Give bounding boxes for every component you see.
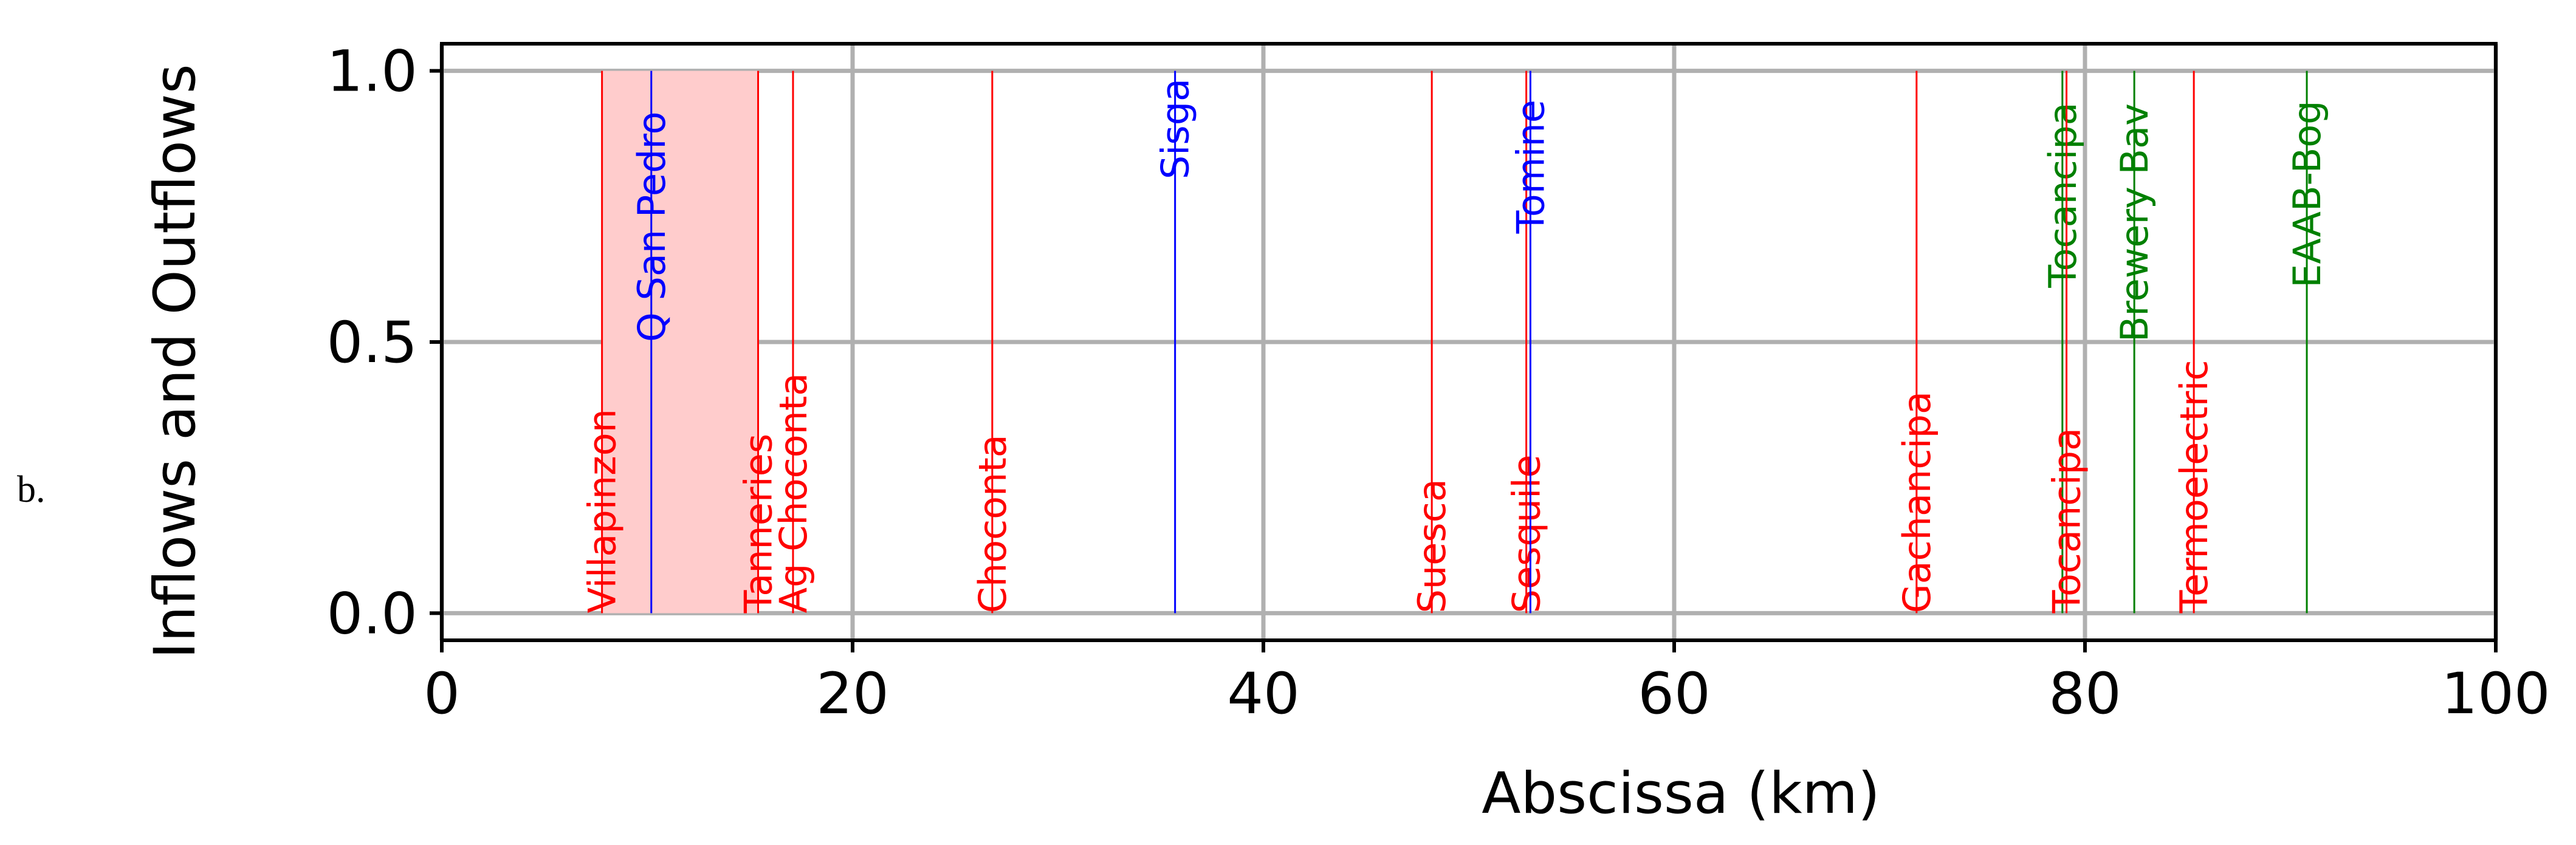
event-label: Brewery Bav <box>2112 103 2157 342</box>
event-label: Gachancipa <box>1895 391 1939 613</box>
y-tick-label: 1.0 <box>327 39 418 105</box>
y-tick-label: 0.0 <box>327 581 418 647</box>
event-label: Tocancipa <box>2041 102 2085 288</box>
y-tick-label: 0.5 <box>327 310 418 376</box>
event-label: Tanneries <box>737 434 781 614</box>
event-label: Suesca <box>1410 479 1454 613</box>
event-label: Sisga <box>1153 78 1198 179</box>
panel-label: b. <box>17 469 46 510</box>
event-label: Q San Pedro <box>630 111 674 342</box>
event-label: Choconta <box>970 434 1015 613</box>
shaded-regions-layer <box>602 70 758 614</box>
x-tick-label: 40 <box>1227 661 1300 727</box>
x-tick-label: 100 <box>2441 661 2550 727</box>
event-label: Ag Choconta <box>771 373 816 614</box>
x-tick-label: 20 <box>816 661 889 727</box>
ticks-layer: 0 20 40 60 80 100 0.0 0.5 1.0 <box>327 39 2550 727</box>
event-label: Termoelectric <box>2172 360 2216 614</box>
event-label: Tomine <box>1508 100 1553 234</box>
x-tick-label: 60 <box>1638 661 1711 727</box>
shaded-region <box>602 70 758 614</box>
y-axis-title: Inflows and Outflows <box>142 64 208 659</box>
event-label: Villapinzon <box>580 409 625 613</box>
event-label: Tocancipa <box>2045 428 2089 614</box>
event-label: EAAB-Bog <box>2285 100 2329 287</box>
x-axis-title: Abscissa (km) <box>1482 761 1880 827</box>
x-tick-label: 0 <box>424 661 460 727</box>
event-label: Sesquile <box>1505 454 1549 613</box>
x-tick-label: 80 <box>2049 661 2121 727</box>
